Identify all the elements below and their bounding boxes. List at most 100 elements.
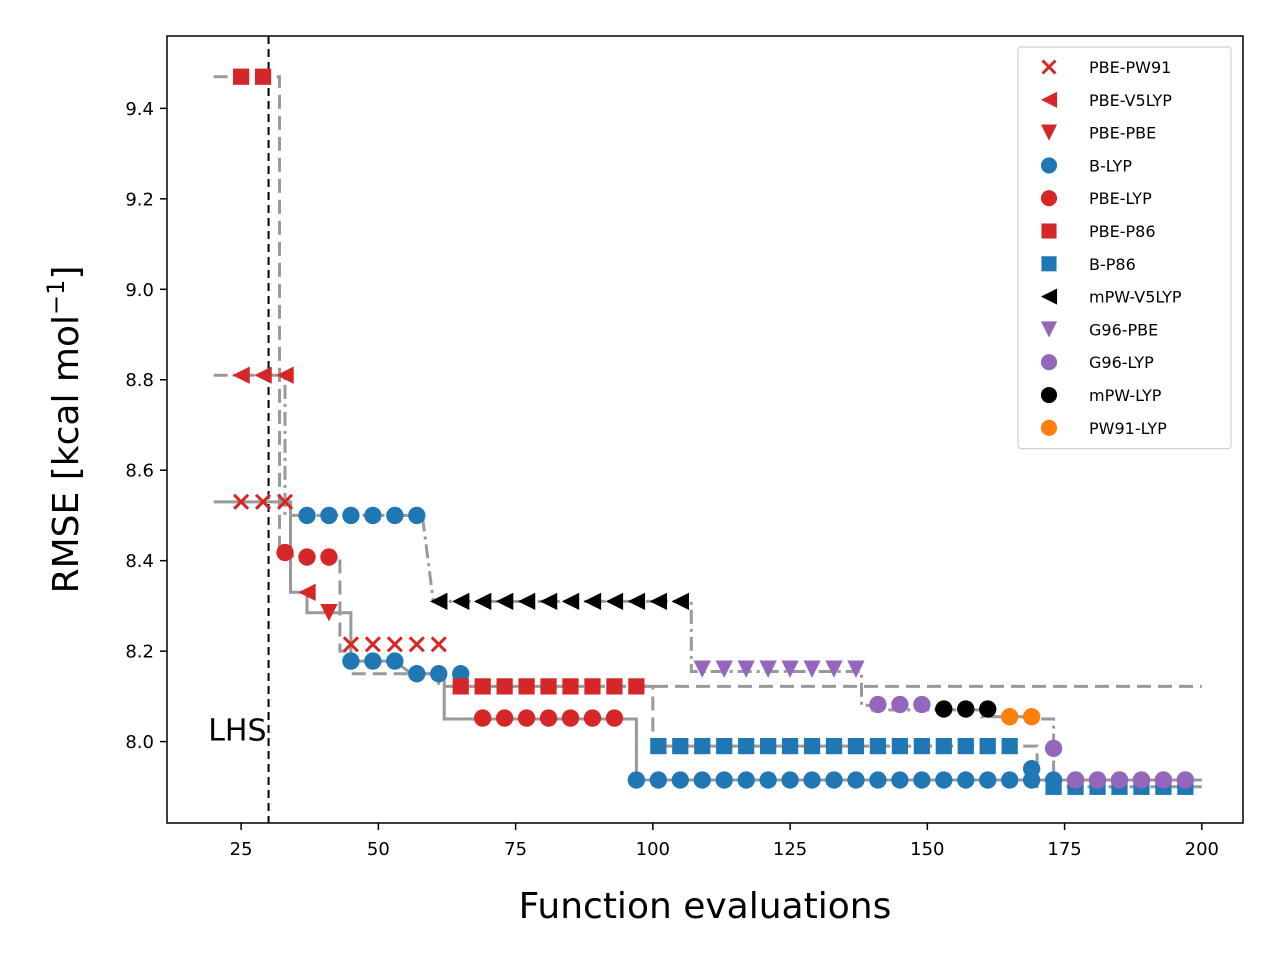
legend-label: B-P86 xyxy=(1089,255,1136,274)
y-axis-ticks: 8.0 8.2 8.4 8.6 8.8 9.0 9.2 9.4 xyxy=(125,99,167,753)
legend-marker xyxy=(1040,124,1058,141)
data-point xyxy=(825,771,843,789)
data-point xyxy=(671,771,689,789)
data-point xyxy=(935,700,953,718)
data-point xyxy=(364,636,381,653)
data-point xyxy=(1001,708,1019,726)
x-tick-label: 175 xyxy=(1047,839,1081,860)
data-point xyxy=(452,678,469,695)
data-point xyxy=(517,592,536,611)
lhs-annotation: LHS xyxy=(208,714,266,749)
data-point xyxy=(430,665,448,683)
series-mpw-lyp xyxy=(935,700,997,718)
data-point xyxy=(672,737,689,755)
data-point xyxy=(825,737,843,755)
data-point xyxy=(386,636,403,653)
data-point xyxy=(693,660,711,678)
x-tick-label: 200 xyxy=(1185,839,1219,860)
data-point xyxy=(847,737,865,755)
data-point xyxy=(869,737,887,755)
series-markers xyxy=(232,68,1195,795)
data-point xyxy=(671,592,689,611)
data-point xyxy=(562,678,579,695)
data-point xyxy=(540,678,557,695)
legend-label: mPW-V5LYP xyxy=(1089,288,1182,307)
legend-marker xyxy=(1040,386,1058,404)
data-point xyxy=(233,493,250,510)
x-tick-label: 125 xyxy=(773,839,807,860)
x-tick-label: 50 xyxy=(367,839,390,860)
data-point xyxy=(408,506,426,525)
data-point xyxy=(606,678,623,695)
legend-label: PBE-V5LYP xyxy=(1089,91,1172,110)
data-point xyxy=(496,678,513,695)
data-point xyxy=(957,771,975,789)
data-point xyxy=(869,771,887,789)
data-point xyxy=(781,660,799,678)
data-point xyxy=(342,636,359,653)
series-pbe-lyp xyxy=(276,543,624,727)
legend-item: PBE-PBE xyxy=(1040,124,1156,143)
legend-marker xyxy=(1040,288,1058,305)
series-mpw-v5lyp xyxy=(430,592,689,611)
data-point xyxy=(627,771,646,789)
y-tick-label: 8.6 xyxy=(125,461,154,482)
data-point xyxy=(386,652,404,670)
data-point xyxy=(342,652,360,670)
data-point xyxy=(737,660,755,678)
legend-item: PBE-P86 xyxy=(1041,222,1156,241)
legend-label: PBE-LYP xyxy=(1089,189,1152,208)
data-point xyxy=(276,543,294,562)
data-point xyxy=(518,678,535,695)
data-point xyxy=(254,68,272,85)
legend-item: mPW-LYP xyxy=(1040,386,1162,405)
data-point xyxy=(452,592,470,611)
data-point xyxy=(803,737,821,755)
legend-item: PBE-V5LYP xyxy=(1040,91,1172,110)
data-point xyxy=(803,660,821,678)
legend-item: PW91-LYP xyxy=(1040,419,1167,438)
data-point xyxy=(803,771,821,789)
data-point xyxy=(891,695,909,714)
data-point xyxy=(1110,771,1129,789)
data-point xyxy=(715,771,733,789)
legend-marker xyxy=(1040,321,1058,338)
data-point xyxy=(650,737,667,755)
data-point xyxy=(1022,708,1041,726)
data-point xyxy=(298,506,316,525)
data-point xyxy=(1088,771,1107,789)
data-point xyxy=(495,709,514,727)
data-point xyxy=(737,771,755,789)
legend-marker xyxy=(1040,91,1058,108)
data-point xyxy=(1001,737,1018,755)
data-point xyxy=(979,700,997,718)
series-pbe-pbe xyxy=(320,604,338,622)
data-point xyxy=(649,771,668,789)
data-point xyxy=(495,592,514,611)
series-pbe-v5lyp xyxy=(232,366,316,602)
legend-label: G96-LYP xyxy=(1089,353,1154,372)
y-tick-label: 9.2 xyxy=(125,189,154,210)
y-tick-label: 8.2 xyxy=(125,642,154,663)
data-point xyxy=(694,737,711,755)
y-axis-label-main: RMSE [kcal mol xyxy=(46,315,87,593)
legend-label: PW91-LYP xyxy=(1089,419,1167,438)
series-pbe-pw91 xyxy=(233,493,447,653)
data-point xyxy=(628,678,645,695)
data-point xyxy=(320,548,338,566)
data-point xyxy=(386,506,404,525)
data-point xyxy=(298,548,316,566)
data-point xyxy=(957,737,974,755)
x-tick-label: 25 xyxy=(230,839,253,860)
x-tick-label: 75 xyxy=(504,839,527,860)
data-point xyxy=(1045,778,1062,795)
series-pbe-p86 xyxy=(232,68,645,695)
y-tick-label: 9.4 xyxy=(125,99,154,120)
data-point xyxy=(738,737,755,755)
data-point xyxy=(913,771,931,789)
data-point xyxy=(408,636,425,653)
data-point xyxy=(781,771,799,789)
x-tick-label: 150 xyxy=(910,839,944,860)
data-point xyxy=(254,366,272,384)
data-point xyxy=(342,506,360,525)
